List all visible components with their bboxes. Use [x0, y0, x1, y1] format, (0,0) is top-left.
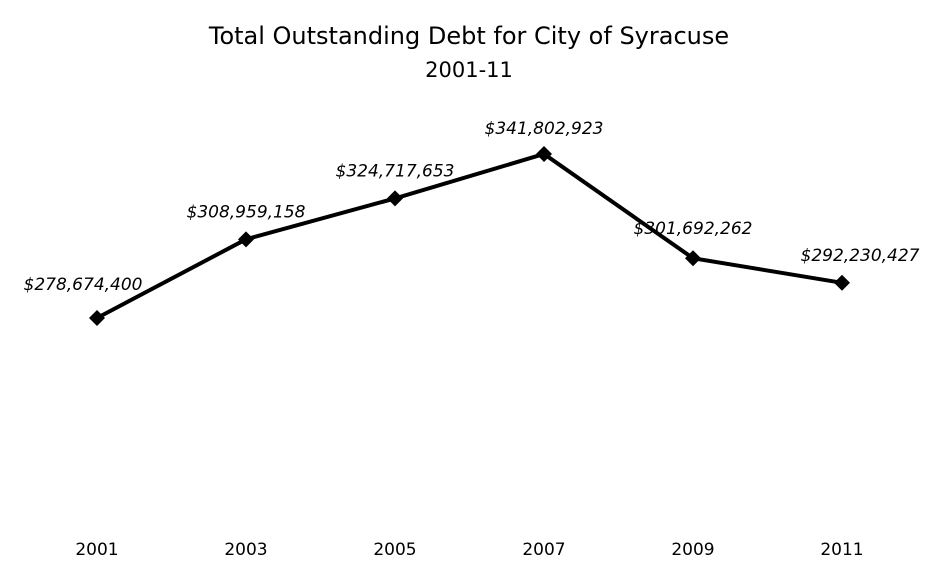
series-line — [96, 151, 843, 320]
data-point — [834, 274, 850, 291]
chart-title: Total Outstanding Debt for City of Syrac… — [208, 22, 729, 50]
data-point — [89, 310, 105, 326]
data-point — [536, 146, 552, 162]
x-tick-label: 2007 — [522, 540, 565, 560]
data-label: $292,230,427 — [801, 246, 920, 266]
x-tick-label: 2003 — [224, 540, 267, 560]
x-tick-label: 2005 — [373, 540, 416, 560]
data-label: $308,959,158 — [187, 202, 306, 222]
x-tick-label: 2001 — [75, 540, 118, 560]
data-point — [238, 231, 254, 248]
data-point — [387, 190, 403, 207]
x-axis: 2001 2003 2005 2007 2009 2011 — [75, 540, 863, 560]
data-label: $301,692,262 — [634, 219, 753, 239]
chart-subtitle: 2001-11 — [425, 58, 513, 82]
data-label: $341,802,923 — [485, 119, 604, 139]
data-point — [685, 250, 701, 267]
data-label: $324,717,653 — [336, 161, 455, 181]
data-label: $278,674,400 — [24, 275, 143, 295]
x-tick-label: 2009 — [671, 540, 714, 560]
x-tick-label: 2011 — [820, 540, 863, 560]
plot-area: $278,674,400 $308,959,158 $324,717,653 $341… — [24, 119, 920, 326]
